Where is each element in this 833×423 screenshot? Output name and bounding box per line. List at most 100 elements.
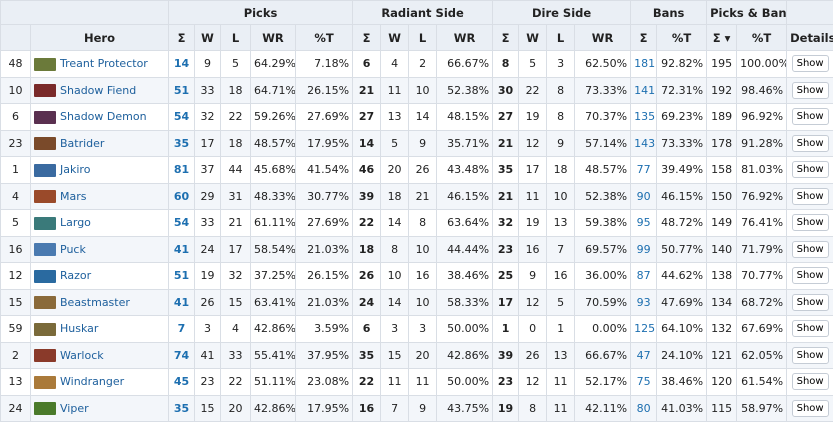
table-cell: 42.11% xyxy=(574,394,632,422)
table-cell: 73.33% xyxy=(656,129,708,157)
table-cell: 9 xyxy=(518,262,548,290)
table-cell: 13 xyxy=(380,103,410,131)
table-cell: 10 xyxy=(546,182,576,210)
hero-name[interactable]: Mars xyxy=(60,189,87,203)
blank-header xyxy=(0,24,31,51)
hero-name[interactable]: Warlock xyxy=(60,348,104,362)
table-cell: 138 xyxy=(706,262,738,290)
table-cell: 178 xyxy=(706,129,738,157)
table-cell: 45.68% xyxy=(250,156,296,184)
table-cell: 17 xyxy=(518,156,548,184)
hero-name[interactable]: Shadow Fiend xyxy=(60,83,137,97)
hero-cell: Razor xyxy=(30,262,169,290)
table-cell: 6 xyxy=(352,50,382,78)
table-cell: 50.77% xyxy=(656,235,708,263)
table-cell: 8 xyxy=(380,235,410,263)
table-cell: 21 xyxy=(220,209,251,237)
hero-icon xyxy=(34,243,56,256)
table-cell: 115 xyxy=(706,394,738,422)
hero-name[interactable]: Puck xyxy=(60,242,86,256)
table-cell: Show xyxy=(786,103,833,131)
table-cell: 62.50% xyxy=(574,50,632,78)
group-header: Picks & Bans xyxy=(706,0,788,25)
hero-icon xyxy=(34,163,56,177)
show-button[interactable]: Show xyxy=(791,55,829,73)
table-cell: 11 xyxy=(380,76,410,104)
table-cell: 125 xyxy=(630,315,658,343)
hero-name[interactable]: Jakiro xyxy=(60,163,91,176)
table-cell: 14 xyxy=(168,50,195,78)
table-cell: 11 xyxy=(546,394,576,422)
hero-cell: Windranger xyxy=(30,368,169,396)
show-button[interactable]: Show xyxy=(791,108,829,126)
table-cell: Show xyxy=(786,182,833,210)
hero-name[interactable]: Huskar xyxy=(60,322,99,335)
table-cell: Show xyxy=(786,341,833,369)
show-button[interactable]: Show xyxy=(791,320,829,338)
table-cell: 18 xyxy=(546,156,576,184)
hero-name[interactable]: Shadow Demon xyxy=(60,110,147,123)
table-cell: 3 xyxy=(546,50,576,78)
table-cell: 61.54% xyxy=(736,368,788,396)
table-cell: 22 xyxy=(220,103,251,131)
show-button[interactable]: Show xyxy=(791,134,829,152)
show-button[interactable]: Show xyxy=(791,293,829,311)
show-button[interactable]: Show xyxy=(791,373,829,391)
table-cell: 70.59% xyxy=(574,288,632,316)
hero-name[interactable]: Windranger xyxy=(60,375,125,388)
table-cell: 70.37% xyxy=(574,103,632,131)
table-cell: 37.95% xyxy=(294,341,354,369)
column-header: Σ xyxy=(168,24,195,51)
hero-name[interactable]: Beastmaster xyxy=(60,295,130,309)
show-button[interactable]: Show xyxy=(791,346,829,364)
blank-header xyxy=(0,0,169,25)
table-cell: 16 xyxy=(0,235,31,263)
hero-cell: Viper xyxy=(30,394,169,422)
hero-name[interactable]: Treant Protector xyxy=(60,57,148,70)
table-cell: 0 xyxy=(518,315,548,343)
show-button[interactable]: Show xyxy=(791,81,829,99)
table-cell: 39 xyxy=(492,341,520,369)
table-cell: 54 xyxy=(168,209,195,237)
show-button[interactable]: Show xyxy=(791,240,829,258)
hero-name[interactable]: Razor xyxy=(60,269,92,282)
table-cell: 58.97% xyxy=(736,394,788,422)
hero-cell: Beastmaster xyxy=(30,288,169,316)
table-cell: 41.54% xyxy=(294,156,354,184)
table-cell: 58.54% xyxy=(250,235,296,263)
hero-icon xyxy=(34,190,56,203)
table-cell: 22 xyxy=(518,76,548,104)
table-cell: 62.05% xyxy=(736,341,788,369)
group-header-row: Picks Radiant Side Dire Side Bans Picks … xyxy=(0,0,833,25)
show-button[interactable]: Show xyxy=(791,161,829,179)
table-cell: 25 xyxy=(492,262,520,290)
show-button[interactable]: Show xyxy=(791,267,829,285)
hero-icon xyxy=(34,216,56,230)
table-cell: 74 xyxy=(168,341,195,369)
table-cell: 15 xyxy=(0,288,31,316)
table-cell: 19 xyxy=(492,394,520,422)
table-cell: Show xyxy=(786,288,833,316)
table-cell: 61.11% xyxy=(250,209,296,237)
table-cell: 42.86% xyxy=(436,341,494,369)
show-button[interactable]: Show xyxy=(791,214,829,232)
table-cell: 26 xyxy=(352,262,382,290)
table-row: 23 Batrider 35 17 18 48.57% 17.95% 14 5 9 35.71% 21… xyxy=(0,129,833,157)
table-cell: 55.41% xyxy=(250,341,296,369)
show-button[interactable]: Show xyxy=(791,399,829,417)
table-cell: 32 xyxy=(220,262,251,290)
table-cell: 60 xyxy=(168,182,195,210)
table-cell: 38.46% xyxy=(436,262,494,290)
hero-name[interactable]: Largo xyxy=(60,216,91,229)
show-button[interactable]: Show xyxy=(791,187,829,205)
table-cell: 27 xyxy=(492,103,520,131)
table-cell: 16 xyxy=(546,262,576,290)
hero-name[interactable]: Batrider xyxy=(60,136,105,150)
table-cell: 149 xyxy=(706,209,738,237)
table-cell: 26 xyxy=(518,341,548,369)
hero-name[interactable]: Viper xyxy=(60,401,89,415)
table-cell: 42.86% xyxy=(250,315,296,343)
table-cell: 41 xyxy=(168,235,195,263)
table-cell: 27.69% xyxy=(294,103,354,131)
